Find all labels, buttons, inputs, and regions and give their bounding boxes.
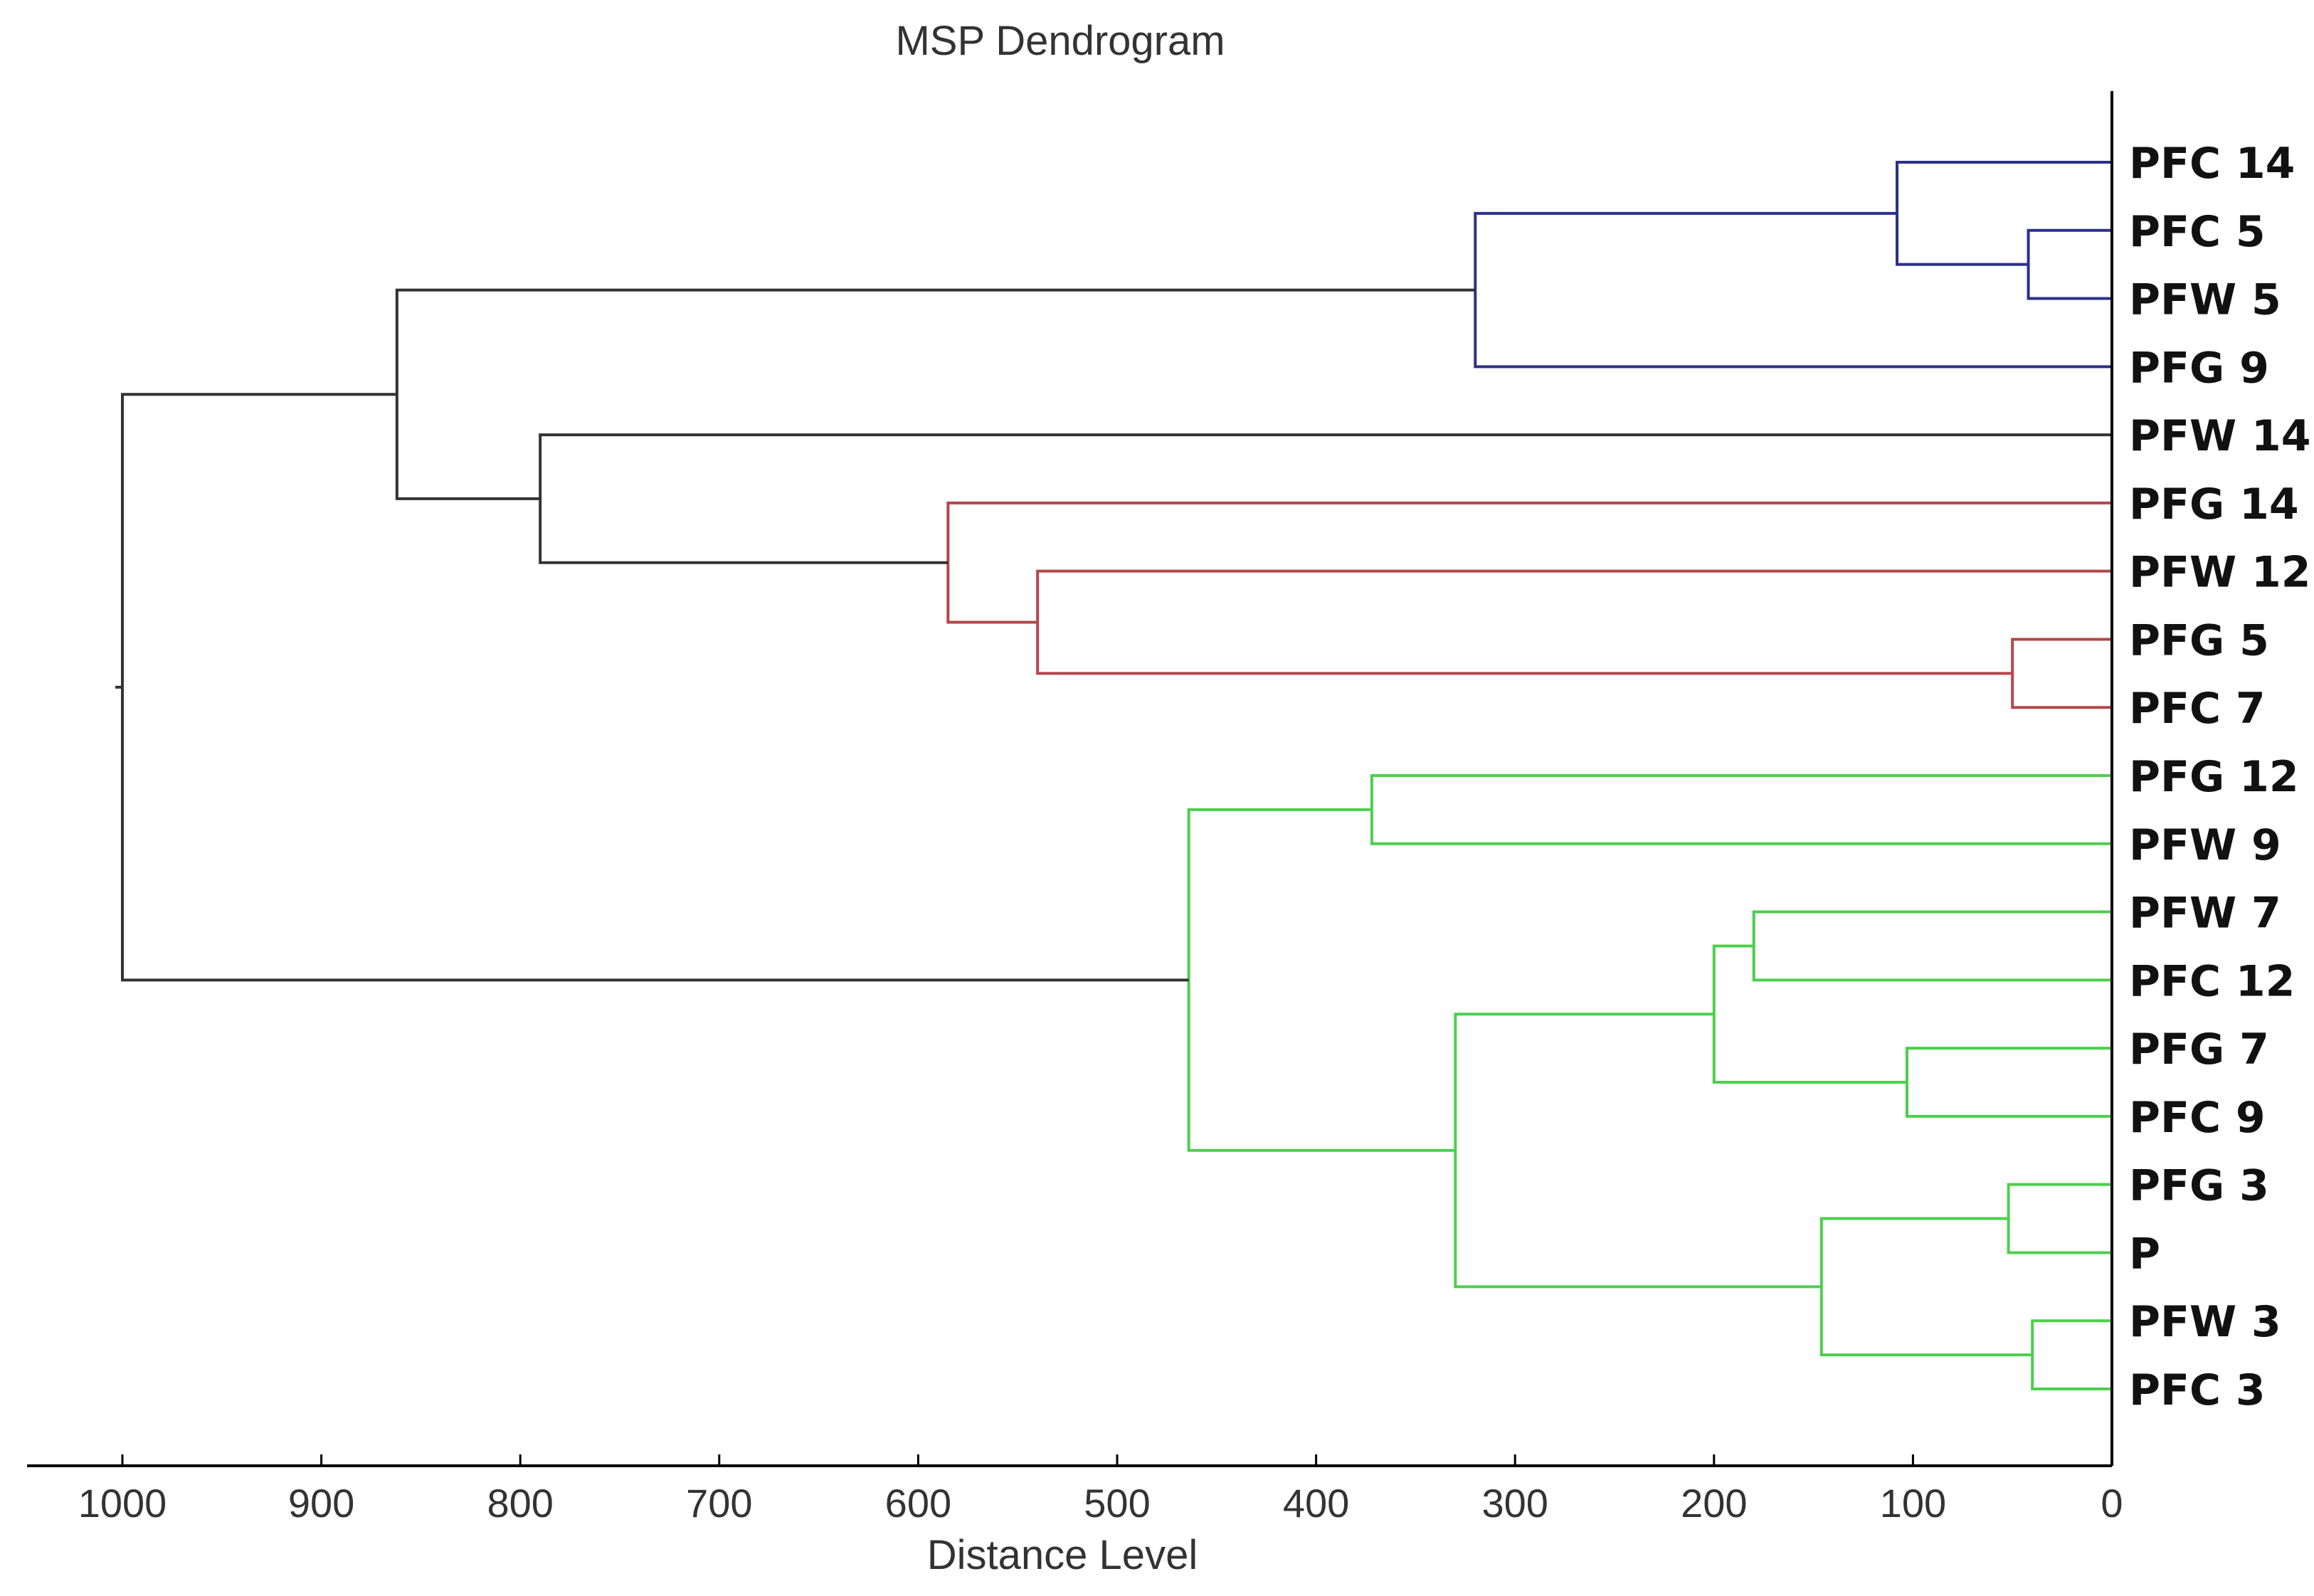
leaf-label: PFW 9 [2129,820,2281,870]
dendrogram-link-m3 [1474,211,2112,369]
x-tick-label: 600 [885,1481,951,1526]
dendrogram-link-m14 [2031,1319,2112,1390]
leaf-label: PFC 5 [2129,207,2266,257]
dendrogram-link-m2 [1896,161,2112,266]
leaf-label: PFC 14 [2129,139,2295,189]
x-tick-label: 400 [1283,1481,1349,1526]
leaf-label: PFW 12 [2129,548,2311,598]
x-tick-label: 800 [487,1481,553,1526]
leaf-label: PFC 3 [2129,1365,2266,1415]
dendrogram-link-m16 [1454,1013,1822,1289]
leaf-label: PFW 7 [2129,889,2281,939]
dendrogram-link-m5 [1036,569,2112,675]
leaf-label: PFG 14 [2129,480,2299,529]
dendrogram-link-m11 [1906,1047,2112,1118]
leaf-label: PFC 9 [2129,1093,2266,1143]
x-axis-ticks: 1000 900 800 700 600 500 400 300 200 100 0 [78,1454,2123,1526]
leaf-label: PFG 3 [2129,1161,2269,1211]
leaf-label: PFG 9 [2129,343,2269,393]
leaf-label: PFC 7 [2129,684,2266,734]
dendrogram-link-m10 [1752,910,2112,982]
x-tick-label: 200 [1681,1481,1747,1526]
leaf-labels: PFC 14 PFC 5 PFW 5 PFG 9 PFW 14 PFG 14 PFW 12 P… [2129,139,2311,1415]
x-axis-label: Distance Level [927,1532,1198,1578]
dendrogram-link-m18 [121,393,1189,982]
dendrogram-link-m6 [946,501,2112,624]
dendrogram-link-m9 [1370,774,2112,845]
dendrogram-link-m1 [2027,228,2112,300]
dendrogram-link-m8 [395,288,1476,500]
chart-title: MSP Dendrogram [895,18,1225,64]
dendrogram-link-m12 [1712,944,1908,1084]
leaf-label: PFW 14 [2129,411,2311,461]
dendrogram-links [115,161,2112,1390]
leaf-label: PFG 12 [2129,752,2299,802]
x-tick-label: 0 [2101,1481,2123,1526]
dendrogram-link-m4 [2011,638,2112,709]
x-tick-label: 100 [1880,1481,1946,1526]
x-tick-label: 500 [1084,1481,1150,1526]
dendrogram-link-m7 [539,433,2112,564]
leaf-label: PFC 12 [2129,956,2295,1006]
dendrogram-link-m15 [1819,1217,2033,1357]
leaf-label: PFW 5 [2129,275,2281,325]
x-tick-label: 1000 [78,1481,167,1526]
dendrogram-link-m17 [1187,808,1456,1152]
leaf-label: PFG 5 [2129,615,2269,665]
x-tick-label: 900 [288,1481,354,1526]
leaf-label: PFG 7 [2129,1025,2269,1074]
leaf-label: P [2129,1229,2160,1279]
x-tick-label: 700 [686,1481,752,1526]
leaf-label: PFW 3 [2129,1297,2281,1347]
x-tick-label: 300 [1481,1481,1548,1526]
dendrogram-link-m13 [2007,1183,2112,1254]
